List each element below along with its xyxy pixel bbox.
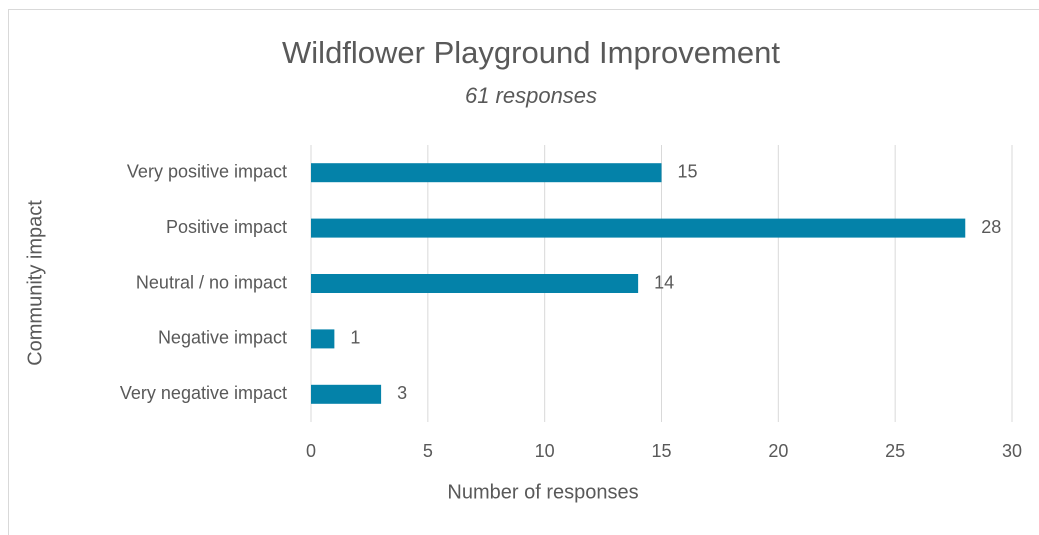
x-tick-label: 15: [651, 441, 671, 461]
y-axis-label: Community impact: [24, 200, 46, 366]
x-tick-label: 10: [535, 441, 555, 461]
bar: [311, 218, 966, 238]
bar: [311, 274, 639, 293]
y-tick-label: Positive impact: [166, 217, 287, 237]
x-tick-label: 0: [306, 441, 316, 461]
x-tick-label: 25: [885, 441, 905, 461]
bar: [311, 384, 382, 404]
x-tick-label: 30: [1002, 441, 1022, 461]
data-label: 3: [397, 383, 407, 403]
bar: [311, 329, 335, 349]
chart-border: [8, 9, 1039, 535]
y-tick-label: Very positive impact: [127, 161, 287, 181]
chart-subtitle: 61 responses: [465, 83, 597, 108]
bar: [311, 163, 662, 183]
x-axis-label: Number of responses: [447, 481, 638, 503]
data-label: 1: [350, 328, 360, 348]
data-label: 15: [678, 161, 698, 181]
y-tick-label: Negative impact: [158, 328, 287, 348]
y-tick-label: Very negative impact: [120, 383, 287, 403]
y-tick-label: Neutral / no impact: [136, 272, 287, 292]
x-tick-label: 20: [768, 441, 788, 461]
chart-title: Wildflower Playground Improvement: [282, 35, 780, 70]
data-label: 14: [654, 272, 674, 292]
x-tick-label: 5: [423, 441, 433, 461]
data-label: 28: [981, 217, 1001, 237]
